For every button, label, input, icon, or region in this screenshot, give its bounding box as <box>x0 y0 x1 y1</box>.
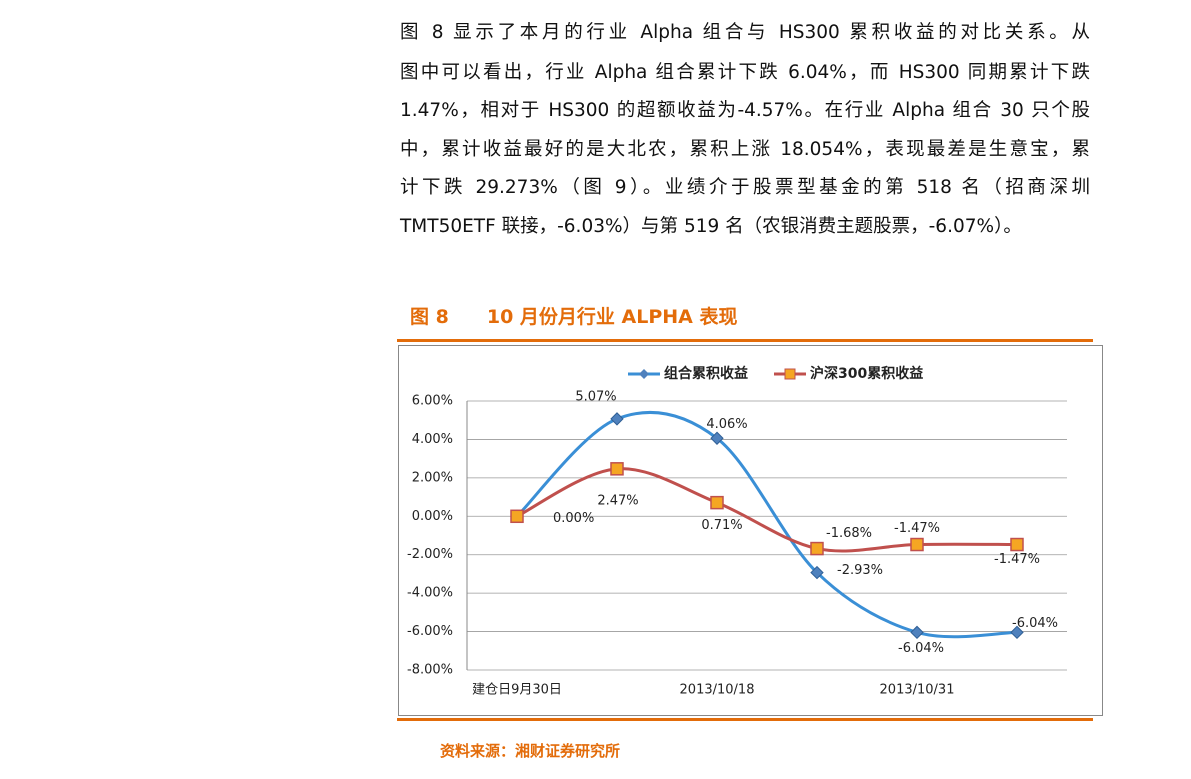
y-tick-label: 0.00% <box>412 509 453 524</box>
data-label: 5.07% <box>575 389 616 404</box>
data-label: -6.04% <box>1012 616 1058 631</box>
x-tick-label: 建仓日9月30日 <box>472 683 562 698</box>
rule <box>397 718 1093 721</box>
legend-marker <box>784 368 796 380</box>
source: 资料来源：湘财证券研究所 <box>440 742 621 760</box>
data-label: -2.93% <box>837 563 883 578</box>
data-label: -6.04% <box>898 641 944 656</box>
data-label: -1.47% <box>994 552 1040 567</box>
legend-marker <box>639 369 649 379</box>
legend-label: 沪深300累积收益 <box>810 365 923 382</box>
paragraph-line: TMT50ETF 联接，-6.03%）与第 519 名（农银消费主题股票，-6.… <box>400 216 1022 237</box>
marker <box>910 537 924 552</box>
series-line <box>516 467 1018 553</box>
data-label: 4.06% <box>706 417 747 432</box>
figure-caption: 图 8 10 月份月行业 ALPHA 表现 <box>410 302 737 329</box>
data-label: -1.47% <box>894 521 940 536</box>
data-label: -1.68% <box>826 526 872 541</box>
paragraph-line: 计下跌 29.273%（图 9）。业绩介于股票型基金的第 518 名（招商深圳 <box>400 177 1090 198</box>
marker <box>1010 625 1024 640</box>
marker <box>610 412 624 426</box>
paragraph-line: 中，累计收益最好的是大北农，累积上涨 18.054%，表现最差是生意宝，累 <box>400 139 1090 160</box>
data-label: 2.47% <box>597 493 638 508</box>
data-label: 0.71% <box>701 518 742 533</box>
marker <box>610 462 624 476</box>
marker <box>510 509 524 524</box>
y-tick-label: -2.00% <box>407 547 453 562</box>
chart-frame <box>398 345 1103 716</box>
paragraph-line: 1.47%，相对于 HS300 的超额收益为-4.57%。在行业 Alpha 组… <box>400 100 1090 121</box>
y-tick-label: -6.00% <box>407 624 453 639</box>
marker <box>810 565 824 580</box>
marker <box>910 625 924 640</box>
y-tick-label: 2.00% <box>412 470 453 485</box>
y-tick-label: -4.00% <box>407 586 453 601</box>
x-tick-label: 2013/10/31 <box>880 683 955 698</box>
y-tick-label: 6.00% <box>412 394 453 409</box>
figure-label: 图 8 <box>410 306 449 328</box>
marker <box>710 495 724 510</box>
marker <box>810 541 824 556</box>
x-tick-label: 2013/10/18 <box>680 683 755 698</box>
paragraph-line: 图中可以看出，行业 Alpha 组合累计下跌 6.04%，而 HS300 同期累… <box>400 62 1090 83</box>
paragraph-line: 图 8 显示了本月的行业 Alpha 组合与 HS300 累积收益的对比关系。从 <box>400 22 1090 43</box>
rule <box>397 339 1093 342</box>
data-label: 0.00% <box>553 511 594 526</box>
y-tick-label: 4.00% <box>412 432 453 447</box>
y-tick-label: -8.00% <box>407 663 453 678</box>
legend-label: 组合累积收益 <box>664 365 748 382</box>
figure-title: 10 月份月行业 ALPHA 表现 <box>486 306 738 328</box>
marker <box>1010 537 1024 552</box>
marker <box>710 431 724 445</box>
